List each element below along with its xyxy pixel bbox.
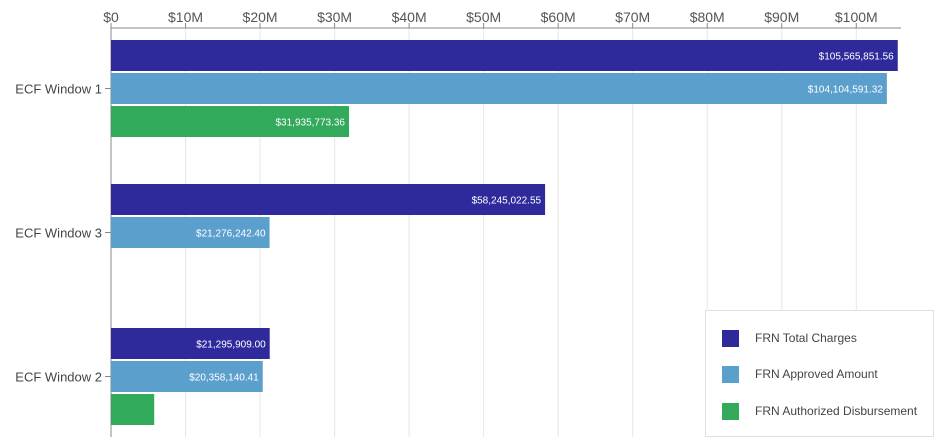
legend-label: FRN Total Charges xyxy=(755,331,857,345)
legend-label: FRN Authorized Disbursement xyxy=(755,404,918,418)
x-tick-label: $50M xyxy=(466,9,501,25)
legend-swatch-approved-amount xyxy=(722,365,739,383)
x-tick-label: $0 xyxy=(103,9,119,25)
bar[interactable] xyxy=(111,394,155,425)
bar[interactable] xyxy=(111,361,263,392)
y-axis-categories: ECF Window 1 ECF Window 3 ECF Window 2 xyxy=(15,82,111,385)
x-tick-label: $80M xyxy=(690,9,725,25)
legend-item-total-charges[interactable]: FRN Total Charges xyxy=(722,328,857,348)
x-tick-label: $20M xyxy=(243,9,278,25)
bar[interactable] xyxy=(111,40,898,71)
bar[interactable] xyxy=(111,217,270,248)
bar[interactable] xyxy=(111,184,546,215)
bar-labels: $105,565,851.56 $104,104,591.32 $31,935,77… xyxy=(189,52,894,384)
bars xyxy=(111,40,898,425)
legend: FRN Total Charges FRN Approved Amount FR… xyxy=(705,310,934,437)
legend-item-approved-amount[interactable]: FRN Approved Amount xyxy=(722,364,878,384)
category-label: ECF Window 2 xyxy=(15,370,102,385)
legend-swatch-authorized-disbursement xyxy=(722,402,739,420)
category-label: ECF Window 3 xyxy=(15,226,102,241)
bar-value-label: $58,245,022.55 xyxy=(472,196,542,207)
legend-label: FRN Approved Amount xyxy=(755,367,878,381)
x-tick-label: $70M xyxy=(615,9,650,25)
bar-value-label: $21,295,909.00 xyxy=(196,340,266,351)
bar[interactable] xyxy=(111,73,887,104)
bar-value-label: $104,104,591.32 xyxy=(808,85,884,96)
x-tick-label: $100M xyxy=(835,9,878,25)
category-label: ECF Window 1 xyxy=(15,82,102,97)
x-axis-ticks: $0 $10M $20M $30M $40M $50M $60M $70M $80M $90M $1… xyxy=(103,9,878,28)
x-tick-label: $10M xyxy=(168,9,203,25)
x-tick-label: $60M xyxy=(541,9,576,25)
x-tick-label: $30M xyxy=(317,9,352,25)
legend-swatch-total-charges xyxy=(722,329,739,347)
bar-value-label: $20,358,140.41 xyxy=(189,373,259,384)
x-tick-label: $40M xyxy=(392,9,427,25)
bar-value-label: $105,565,851.56 xyxy=(819,52,895,63)
bar-value-label: $21,276,242.40 xyxy=(196,229,266,240)
bar[interactable] xyxy=(111,106,350,137)
bar-value-label: $31,935,773.36 xyxy=(275,118,345,129)
bar[interactable] xyxy=(111,328,270,359)
x-tick-label: $90M xyxy=(764,9,799,25)
legend-item-authorized-disbursement[interactable]: FRN Authorized Disbursement xyxy=(722,401,917,421)
